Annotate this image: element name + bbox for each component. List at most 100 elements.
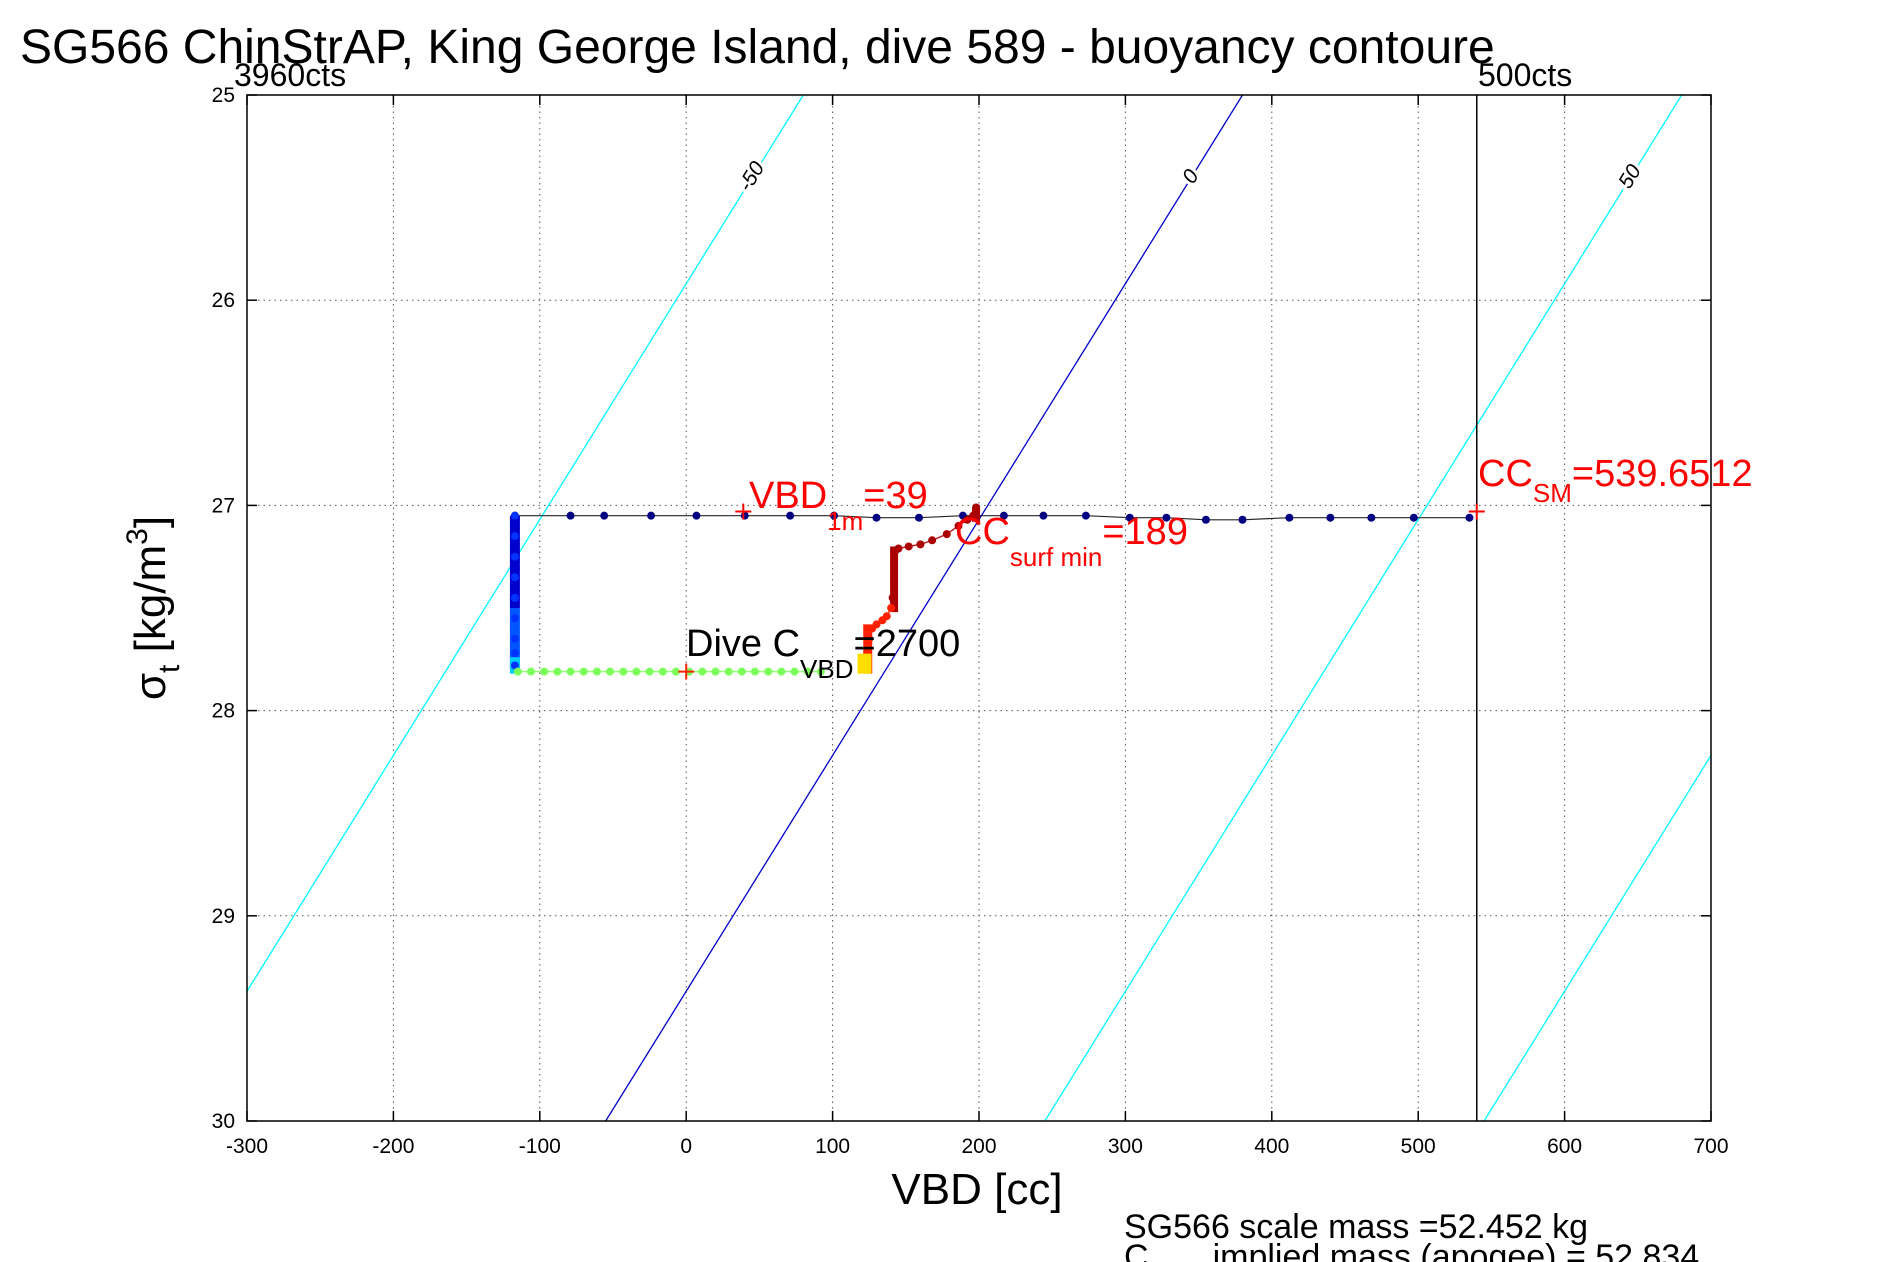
apogee-transition [857,653,872,674]
data-point [692,511,701,520]
x-tick-label: -100 [519,1135,561,1158]
data-point [1125,513,1134,522]
data-point [740,511,749,520]
data-point [887,604,896,612]
data-point [527,667,536,676]
dive-c-vbd-annotation: Dive CVBD=2700 [686,623,960,684]
data-point [698,667,707,676]
data-point [737,667,746,676]
data-point [658,667,667,676]
data-point [830,511,839,520]
x-tick-label: -200 [372,1135,414,1158]
data-point [890,573,899,582]
dive-data-series [509,503,1474,676]
data-point [1465,513,1474,522]
data-point [510,593,519,602]
x-tick-label: 500 [1401,1135,1436,1158]
data-point [513,667,522,676]
data-point [510,511,519,520]
top-left-counts-label: 3960cts [234,57,346,93]
x-tick-label: 600 [1547,1135,1582,1158]
data-point [963,515,972,524]
data-point [553,667,562,676]
data-point [803,667,812,676]
data-point [592,667,601,676]
x-tick-label: 200 [961,1135,996,1158]
data-point [540,667,549,676]
y-tick-label: 30 [212,1110,235,1133]
data-point [816,667,825,676]
x-axis-ticks: -300 -200 -100 0 100 200 300 400 500 600 700 [226,95,1729,1158]
x-axis-label: VBD [cc] [891,1165,1062,1214]
x-tick-label: 400 [1254,1135,1289,1158]
data-point [510,634,519,643]
data-point [510,649,519,658]
data-point [647,511,656,520]
y-tick-label: 27 [212,494,235,517]
data-point [510,532,519,541]
data-point [566,511,575,520]
data-point [645,667,654,676]
contour-line [605,95,1244,1121]
plus-markers [678,503,1485,680]
data-point [972,503,981,512]
data-point [1201,515,1210,524]
chart-title: SG566 ChinStrAP, King George Island, div… [20,21,1495,74]
data-point [1238,515,1247,524]
data-point [632,667,641,676]
data-point [1039,511,1048,520]
data-point [671,667,680,676]
data-point [882,612,891,621]
x-tick-label: 100 [815,1135,850,1158]
data-point [566,667,575,676]
data-point [1326,513,1335,522]
y-axis-label: σt [kg/m3] [121,516,186,700]
data-point [777,667,786,676]
data-point [890,558,899,567]
data-point [888,593,897,602]
data-point [872,620,881,629]
x-tick-label: -300 [226,1135,268,1158]
data-point [786,511,795,520]
data-point [751,667,760,676]
data-point [510,573,519,582]
data-point [1409,513,1418,522]
data-point [619,667,628,676]
data-point [790,667,799,676]
data-point [914,513,923,522]
data-point [916,540,925,549]
y-tick-label: 26 [212,289,235,312]
data-point [724,667,733,676]
y-axis-ticks: 25 26 27 28 29 30 [212,84,1711,1133]
data-point [1081,511,1090,520]
y-tick-label: 25 [212,84,235,107]
cc-sm-annotation: CCSM=539.6512 [1478,453,1753,508]
data-point [510,661,519,670]
data-point [1285,513,1294,522]
footer-scale-mass: SG566 scale mass =52.452 kg [1124,1208,1588,1246]
data-point [942,530,951,539]
x-tick-label: 700 [1693,1135,1728,1158]
contour-line [1044,95,1683,1121]
data-point [928,536,937,545]
data-point [579,667,588,676]
data-point [904,542,913,551]
data-point [954,521,963,530]
data-point [1367,513,1376,522]
contour-line [247,95,804,993]
buoyancy-contours [247,95,1711,1121]
top-right-counts-label: 500cts [1478,57,1572,93]
x-tick-label: 300 [1108,1135,1143,1158]
cc-surf-min-annotation: CCsurf min=189 [955,511,1188,572]
data-point [510,552,519,561]
x-tick-label: 0 [680,1135,692,1158]
data-point [606,667,615,676]
data-point [711,667,720,676]
data-point [764,667,773,676]
data-point [863,645,872,654]
data-point [894,544,903,553]
data-point [872,513,881,522]
data-point [1162,513,1171,522]
contour-line [1483,754,1711,1121]
vbd-1m-annotation: VBD1m=39 [749,475,928,536]
